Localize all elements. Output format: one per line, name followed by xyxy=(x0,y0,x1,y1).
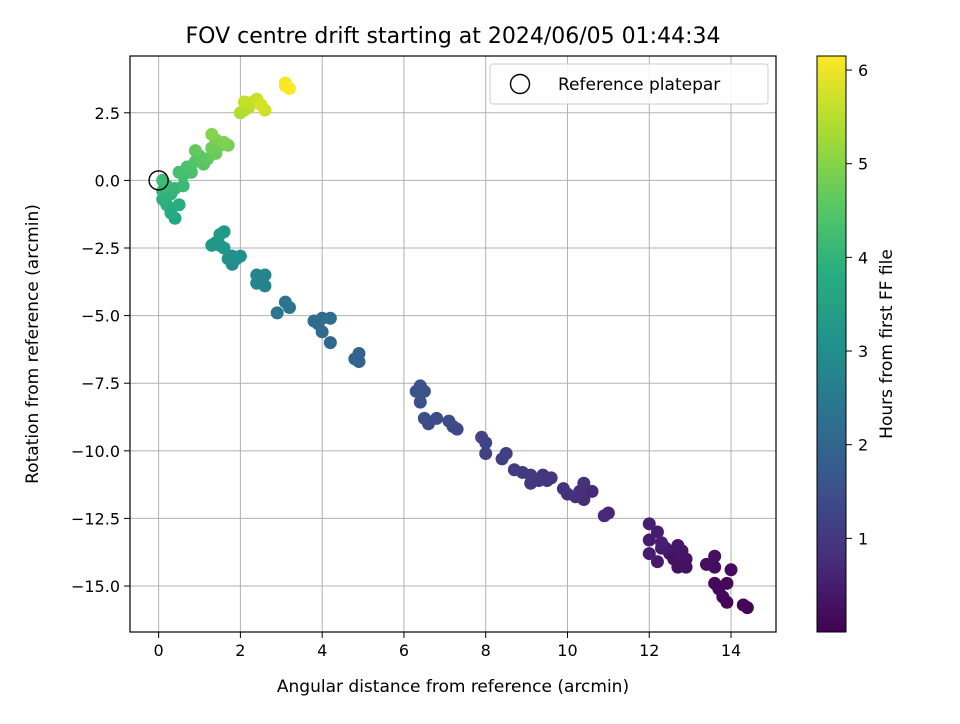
data-point xyxy=(323,336,337,350)
data-point xyxy=(736,598,750,612)
data-point xyxy=(585,484,599,498)
data-point xyxy=(642,547,656,561)
reference-marker xyxy=(148,170,169,191)
data-point xyxy=(188,144,202,158)
data-point xyxy=(282,81,296,95)
colorbar-tick-label: 3 xyxy=(858,342,868,361)
y-tick-label: −5.0 xyxy=(81,307,120,326)
x-tick-label: 2 xyxy=(235,641,245,660)
colorbar-tick-label: 2 xyxy=(858,436,868,455)
data-point xyxy=(442,414,456,428)
data-point xyxy=(323,311,337,325)
x-tick-label: 14 xyxy=(721,641,741,660)
x-axis-label: Angular distance from reference (arcmin) xyxy=(277,677,629,697)
data-point xyxy=(699,557,713,571)
data-point xyxy=(172,198,186,212)
x-axis-ticks: 0 2 4 6 8 10 12 14 xyxy=(154,632,741,660)
data-points xyxy=(156,76,754,615)
data-point xyxy=(278,295,292,309)
data-point xyxy=(156,173,170,187)
x-tick-label: 6 xyxy=(399,641,409,660)
data-point xyxy=(479,447,493,461)
colorbar: 1 2 3 4 5 6 Hours from first FF file xyxy=(816,55,897,633)
y-axis-ticks: 2.5 0.0 −2.5 −5.0 −7.5 −10.0 −12.5 −15.0 xyxy=(71,104,130,596)
data-point xyxy=(720,576,734,590)
data-point xyxy=(225,249,239,263)
y-tick-label: 0.0 xyxy=(95,171,120,190)
data-point xyxy=(708,576,722,590)
data-point xyxy=(495,452,509,466)
data-point xyxy=(642,517,656,531)
data-point xyxy=(671,538,685,552)
colorbar-tick-label: 4 xyxy=(858,248,868,267)
colorbar-gradient xyxy=(816,55,847,633)
colorbar-label: Hours from first FF file xyxy=(877,249,897,439)
data-point xyxy=(205,127,219,141)
data-point xyxy=(270,306,284,320)
data-point xyxy=(556,482,570,496)
data-point xyxy=(176,179,190,193)
x-tick-label: 10 xyxy=(557,641,577,660)
reference-point-marker xyxy=(148,170,169,191)
data-point xyxy=(352,346,366,360)
data-point xyxy=(642,533,656,547)
data-point xyxy=(413,395,427,409)
data-point xyxy=(217,136,231,150)
data-point xyxy=(655,536,669,550)
data-point xyxy=(250,268,264,282)
data-point xyxy=(597,509,611,523)
y-axis-label: Rotation from reference (arcmin) xyxy=(23,204,43,484)
grid xyxy=(130,56,776,632)
y-tick-label: −7.5 xyxy=(81,374,120,393)
colorbar-tick-label: 1 xyxy=(858,529,868,548)
x-tick-label: 12 xyxy=(639,641,659,660)
legend-box xyxy=(489,63,769,105)
colorbar-tick-label: 5 xyxy=(858,155,868,174)
y-tick-label: −2.5 xyxy=(81,239,120,258)
colorbar-tick-label: 6 xyxy=(858,61,868,80)
x-tick-label: 0 xyxy=(154,641,164,660)
plot-frame xyxy=(129,55,777,633)
data-point xyxy=(650,525,664,539)
data-point xyxy=(475,430,489,444)
data-point xyxy=(237,95,251,109)
y-tick-label: −12.5 xyxy=(71,509,120,528)
data-point xyxy=(507,463,521,477)
data-point xyxy=(708,549,722,563)
data-point xyxy=(724,563,738,577)
legend-entry-reference: Reference platepar xyxy=(558,75,720,95)
x-tick-label: 8 xyxy=(481,641,491,660)
data-point xyxy=(413,379,427,393)
chart-title: FOV centre drift starting at 2024/06/05 … xyxy=(186,24,721,49)
y-tick-label: 2.5 xyxy=(95,104,120,123)
colorbar-ticks: 1 2 3 4 5 6 xyxy=(846,61,868,548)
legend-marker-icon xyxy=(509,73,531,95)
data-point xyxy=(650,555,664,569)
x-tick-label: 4 xyxy=(317,641,327,660)
data-point xyxy=(254,98,268,112)
y-tick-label: −15.0 xyxy=(71,577,120,596)
legend: Reference platepar xyxy=(489,63,769,105)
data-point xyxy=(577,476,591,490)
data-point xyxy=(217,225,231,239)
data-point xyxy=(417,411,431,425)
y-tick-label: −10.0 xyxy=(71,442,120,461)
